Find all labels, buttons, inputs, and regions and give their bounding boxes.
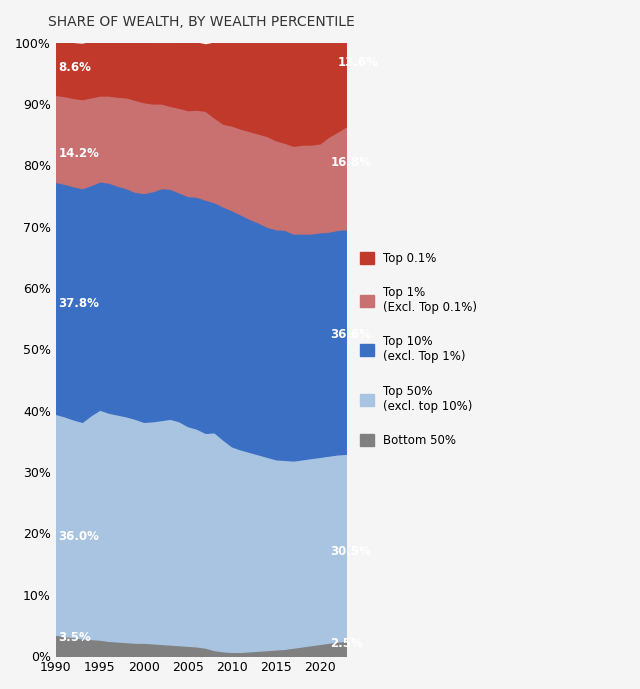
Text: 8.6%: 8.6% [58, 61, 92, 74]
Text: 14.2%: 14.2% [58, 147, 99, 160]
Text: 37.8%: 37.8% [58, 297, 99, 310]
Text: 2.5%: 2.5% [330, 637, 363, 650]
Legend: Top 0.1%, Top 1%
(Excl. Top 0.1%), Top 10%
(excl. Top 1%), Top 50%
(excl. top 10: Top 0.1%, Top 1% (Excl. Top 0.1%), Top 1… [355, 247, 482, 452]
Text: 30.5%: 30.5% [330, 546, 371, 558]
Text: 36.0%: 36.0% [58, 530, 99, 543]
Text: 13.6%: 13.6% [337, 56, 378, 69]
Text: 3.5%: 3.5% [58, 631, 91, 644]
Title: SHARE OF WEALTH, BY WEALTH PERCENTILE: SHARE OF WEALTH, BY WEALTH PERCENTILE [47, 15, 355, 29]
Text: 16.8%: 16.8% [330, 156, 371, 169]
Text: 36.6%: 36.6% [330, 327, 371, 340]
